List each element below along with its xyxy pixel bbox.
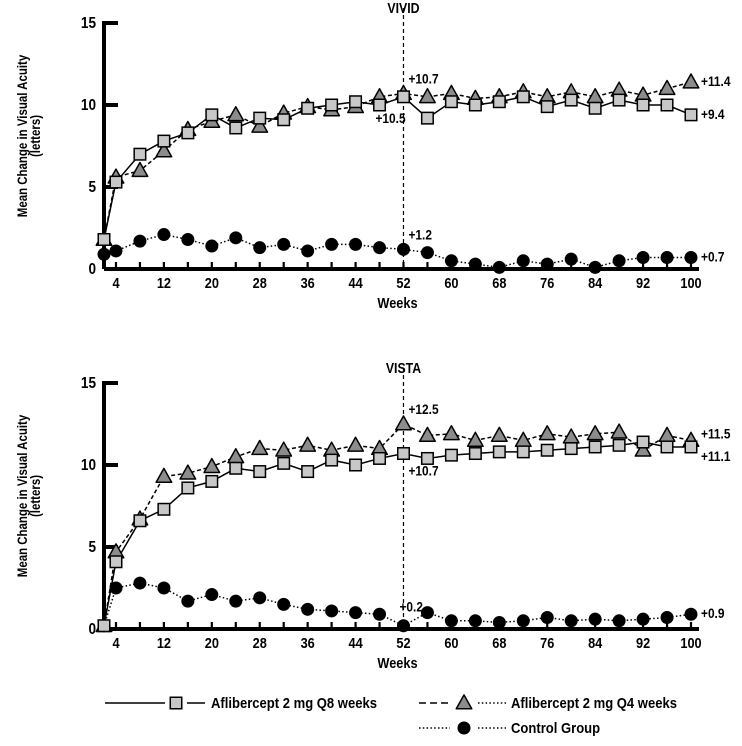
svg-text:68: 68 (492, 274, 506, 291)
svg-text:+0.9: +0.9 (701, 605, 724, 621)
svg-text:52: 52 (396, 274, 410, 291)
svg-text:4: 4 (112, 274, 119, 291)
svg-text:+12.5: +12.5 (408, 401, 438, 417)
svg-text:(letters): (letters) (28, 475, 43, 517)
svg-text:60: 60 (444, 274, 458, 291)
svg-text:+9.4: +9.4 (701, 106, 725, 122)
svg-text:100: 100 (680, 634, 701, 651)
svg-text:Weeks: Weeks (377, 294, 417, 311)
svg-text:+10.7: +10.7 (408, 463, 438, 479)
svg-text:5: 5 (88, 179, 96, 196)
svg-text:VIVID: VIVID (387, 0, 419, 16)
svg-text:10: 10 (81, 97, 96, 114)
svg-text:60: 60 (444, 634, 458, 651)
svg-text:+0.7: +0.7 (701, 249, 724, 265)
svg-text:VISTA: VISTA (386, 360, 422, 376)
svg-text:15: 15 (81, 15, 96, 32)
svg-text:20: 20 (205, 634, 219, 651)
svg-text:+11.5: +11.5 (701, 425, 730, 441)
svg-text:10: 10 (81, 457, 96, 474)
svg-text:36: 36 (301, 634, 315, 651)
svg-text:76: 76 (540, 274, 554, 291)
svg-text:100: 100 (680, 274, 701, 291)
svg-text:(letters): (letters) (28, 115, 43, 157)
svg-text:44: 44 (348, 274, 362, 291)
svg-text:Weeks: Weeks (377, 654, 417, 671)
svg-text:+1.2: +1.2 (408, 226, 431, 242)
svg-text:+0.2: +0.2 (399, 599, 422, 615)
svg-text:92: 92 (636, 634, 650, 651)
svg-text:20: 20 (205, 274, 219, 291)
svg-text:0: 0 (88, 261, 96, 278)
svg-text:Aflibercept 2 mg Q8 weeks: Aflibercept 2 mg Q8 weeks (211, 694, 377, 711)
svg-text:Control Group: Control Group (511, 719, 600, 736)
svg-text:28: 28 (253, 634, 267, 651)
svg-text:28: 28 (253, 274, 267, 291)
svg-text:84: 84 (588, 274, 602, 291)
svg-text:5: 5 (88, 539, 96, 556)
svg-text:Aflibercept 2 mg Q4 weeks: Aflibercept 2 mg Q4 weeks (511, 694, 677, 711)
svg-text:+11.4: +11.4 (701, 73, 731, 89)
svg-text:36: 36 (301, 274, 315, 291)
svg-text:84: 84 (588, 634, 602, 651)
svg-text:+10.7: +10.7 (408, 71, 438, 87)
svg-text:+11.1: +11.1 (701, 448, 730, 464)
svg-text:68: 68 (492, 634, 506, 651)
svg-text:52: 52 (396, 634, 410, 651)
svg-text:0: 0 (88, 621, 96, 638)
svg-text:44: 44 (348, 634, 362, 651)
svg-text:+10.5: +10.5 (375, 110, 405, 126)
svg-text:12: 12 (157, 274, 171, 291)
svg-text:76: 76 (540, 634, 554, 651)
svg-text:92: 92 (636, 274, 650, 291)
svg-text:15: 15 (81, 375, 96, 392)
svg-text:4: 4 (112, 634, 119, 651)
svg-text:12: 12 (157, 634, 171, 651)
